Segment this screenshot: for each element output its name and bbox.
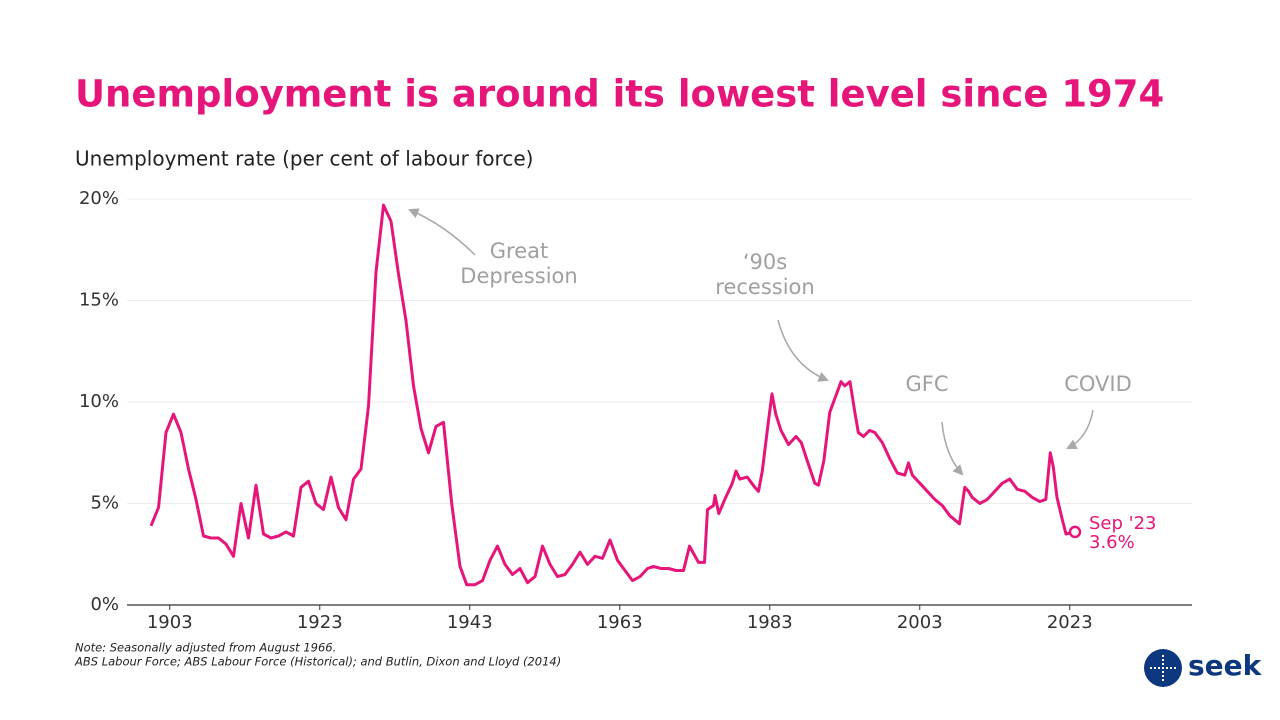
data-label: 3.6%	[1089, 532, 1135, 553]
logo-mark	[1150, 655, 1176, 681]
arrow	[941, 421, 964, 476]
annotation: ‘90s	[743, 250, 787, 274]
x-tick-label: 2003	[897, 612, 943, 633]
annotation: Great	[490, 239, 548, 263]
note: ABS Labour Force; ABS Labour Force (Hist…	[74, 655, 561, 669]
x-tick-label: 1963	[597, 612, 643, 633]
arrow	[408, 208, 476, 256]
y-tick-label: 20%	[79, 188, 119, 209]
annotation: COVID	[1064, 372, 1132, 396]
x-tick-label: 1923	[297, 612, 343, 633]
y-tick-label: 0%	[90, 594, 119, 615]
line	[149, 203, 1076, 587]
annotation: recession	[715, 275, 814, 299]
y-tick-label: 5%	[90, 493, 119, 514]
annotation: GFC	[905, 372, 948, 396]
y-axis-title: Unemployment rate (per cent of labour fo…	[75, 147, 533, 171]
arrow	[777, 319, 829, 382]
x-tick-label: 1943	[447, 612, 493, 633]
annotation: Depression	[460, 264, 577, 288]
arrow	[1066, 409, 1094, 449]
x-tick-label: 1903	[147, 612, 193, 633]
end-marker	[1068, 525, 1082, 539]
y-tick-label: 15%	[79, 290, 119, 311]
y-tick-label: 10%	[79, 391, 119, 412]
logo: seek	[1144, 649, 1263, 687]
x-tick-label: 2023	[1047, 612, 1093, 633]
chart-title: Unemployment is around its lowest level …	[75, 73, 1164, 116]
note: Note: Seasonally adjusted from August 19…	[75, 641, 336, 655]
logo-text: seek	[1188, 649, 1263, 682]
x-tick-label: 1983	[747, 612, 793, 633]
end-label: Sep '23	[1089, 513, 1157, 534]
